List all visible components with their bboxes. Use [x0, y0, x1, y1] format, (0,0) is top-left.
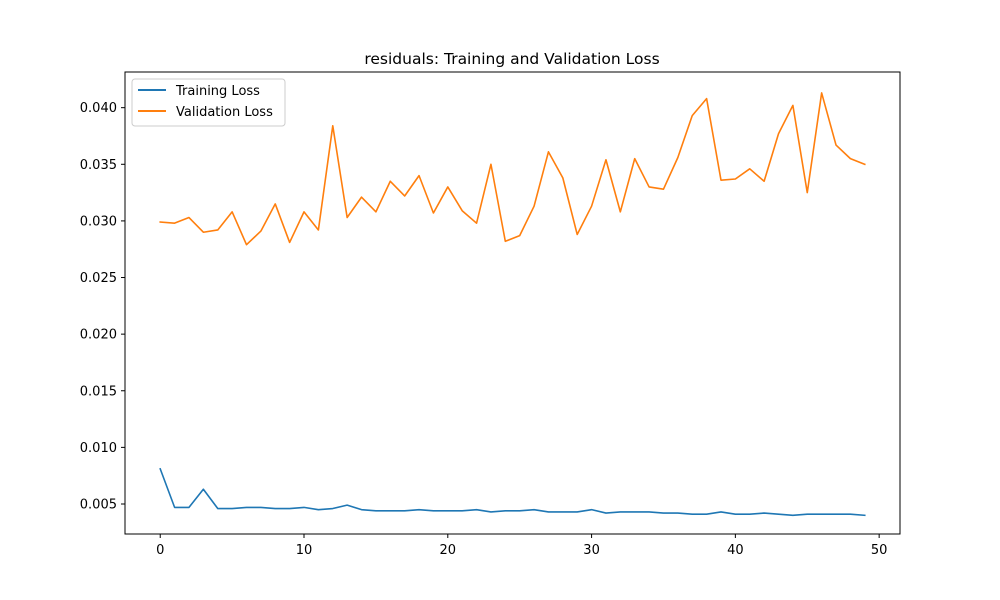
axis-ticks: 0 10 20 30 40 50 0.005 0.010 0.015 0.020 0.025 0.03…	[80, 101, 888, 558]
x-tick-label: 40	[727, 543, 744, 558]
chart-title: residuals: Training and Validation Loss	[364, 50, 659, 68]
legend-label-training: Training Loss	[175, 84, 260, 99]
series-lines	[159, 92, 866, 517]
legend: Training Loss Validation Loss	[131, 78, 286, 127]
x-tick-label: 10	[296, 543, 313, 558]
y-tick-label: 0.035	[80, 158, 117, 173]
x-tick-label: 20	[440, 543, 457, 558]
y-tick-label: 0.010	[80, 441, 117, 456]
y-tick-label: 0.025	[80, 271, 117, 286]
y-tick-label: 0.005	[80, 497, 117, 512]
y-tick-label: 0.030	[80, 214, 117, 229]
x-tick-label: 50	[871, 543, 888, 558]
legend-label-validation: Validation Loss	[176, 105, 273, 120]
series-line-training-loss	[159, 467, 866, 517]
plot-area	[125, 72, 900, 534]
y-tick-label: 0.020	[80, 328, 117, 343]
x-tick-label: 0	[156, 543, 164, 558]
x-tick-label: 30	[583, 543, 600, 558]
series-line-validation-loss	[159, 92, 866, 246]
legend-box	[131, 78, 286, 127]
axes-frame	[124, 71, 901, 535]
y-tick-label: 0.015	[80, 384, 117, 399]
y-tick-label: 0.040	[80, 101, 117, 116]
